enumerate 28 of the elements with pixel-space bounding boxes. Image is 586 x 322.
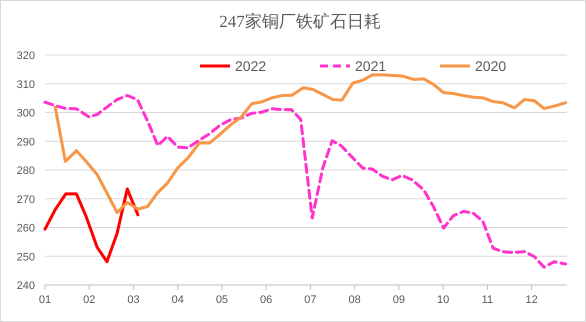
x-tick-label: 03 — [127, 294, 140, 306]
x-tick-label: 06 — [260, 294, 272, 306]
line-series — [54, 73, 568, 214]
y-tick-label: 270 — [16, 194, 35, 206]
y-tick-label: 300 — [16, 108, 35, 120]
y-tick-label: 280 — [16, 165, 35, 177]
chart-title: 247家铜厂铁矿石日耗 — [219, 12, 381, 31]
x-tick-label: 01 — [38, 294, 52, 306]
legend-label: 2020 — [475, 58, 506, 74]
y-tick-label: 250 — [16, 251, 35, 264]
x-tick-label: 10 — [437, 294, 450, 306]
y-tick-label: 310 — [16, 78, 35, 91]
x-tick-label: 02 — [83, 294, 96, 306]
y-tick-label: 240 — [16, 280, 35, 292]
x-tick-label: 05 — [216, 294, 228, 306]
y-tick-label: 290 — [16, 136, 35, 148]
x-tick-label: 07 — [304, 294, 317, 306]
x-tick-label: 12 — [525, 294, 538, 306]
line-series — [44, 187, 140, 264]
x-tick-label: 11 — [482, 294, 494, 306]
y-tick-label: 320 — [16, 50, 35, 62]
legend-label: 2021 — [355, 58, 386, 74]
y-tick-label: 260 — [16, 222, 35, 234]
x-tick-label: 09 — [392, 294, 406, 306]
line-series — [44, 94, 568, 269]
x-tick-label: 08 — [348, 294, 361, 306]
x-tick-label: 04 — [172, 294, 184, 306]
legend-label: 2022 — [235, 58, 266, 74]
